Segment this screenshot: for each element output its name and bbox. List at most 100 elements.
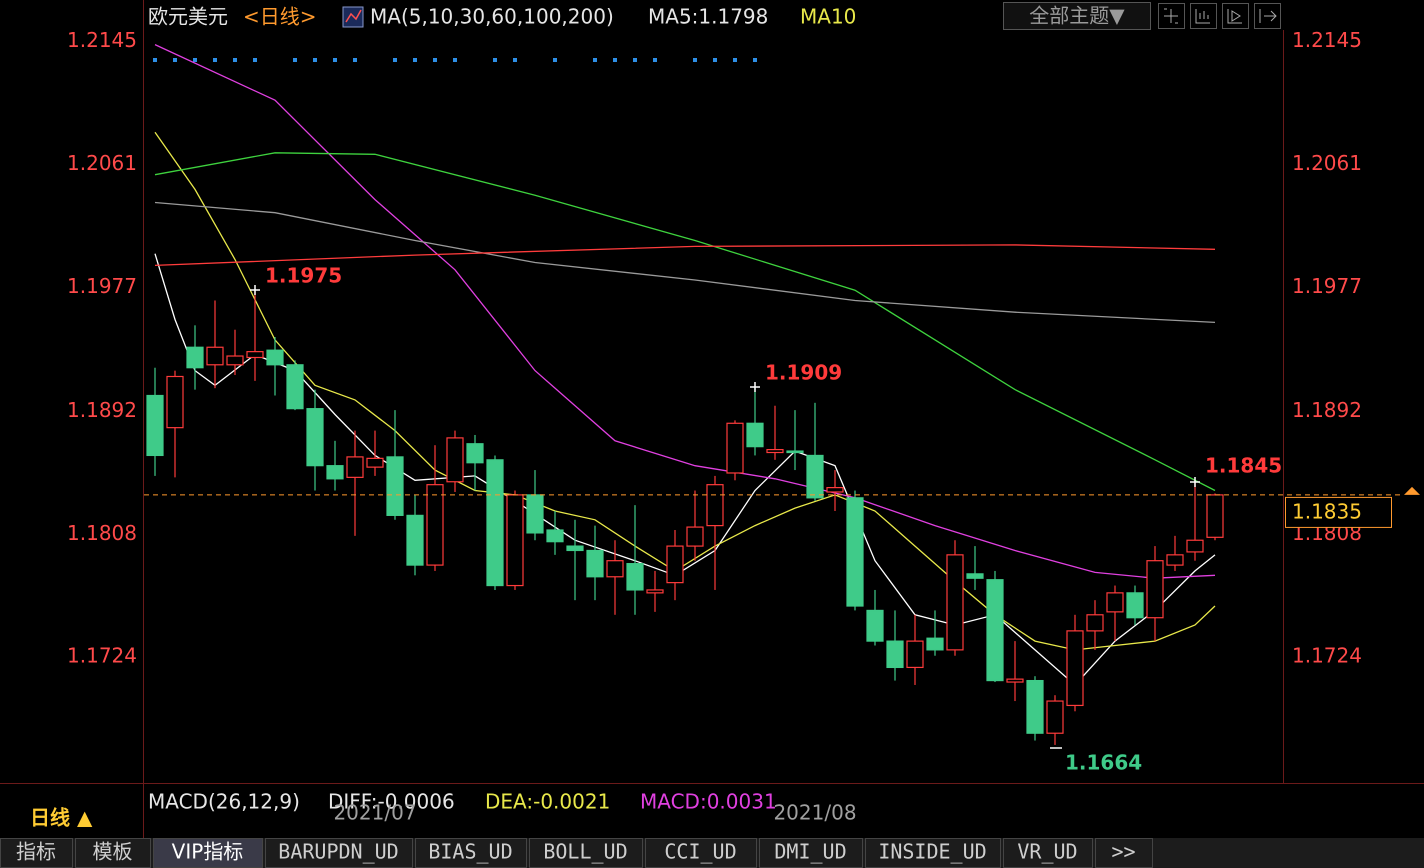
candle-body <box>566 545 584 552</box>
candle-body <box>1006 678 1024 683</box>
x-tick-label: 2021/08 <box>773 801 856 825</box>
candle-body <box>1126 592 1144 619</box>
ma-line <box>154 201 1216 324</box>
tab-label[interactable]: BOLL_UD <box>543 840 627 864</box>
y-tick-label: 1.1977 <box>67 274 137 298</box>
candle-body <box>806 454 824 499</box>
candle-body <box>586 549 604 578</box>
candle-body <box>866 609 884 642</box>
candle-body <box>1066 630 1084 707</box>
current-price-arrow <box>1404 486 1420 495</box>
candle-body <box>766 448 784 454</box>
candle-body <box>826 487 844 493</box>
ma-readout: MA10 <box>800 5 856 29</box>
tab[interactable] <box>265 838 413 868</box>
y-tick-label: 1.1808 <box>67 521 137 545</box>
y2-tick-label: 1.2061 <box>1292 151 1362 175</box>
candle-body <box>506 494 524 587</box>
candle-body <box>466 443 484 464</box>
candle-body <box>286 364 304 410</box>
candle-body <box>526 494 544 534</box>
candle-body <box>386 456 404 516</box>
candle-body <box>486 459 504 587</box>
candle-body <box>1026 679 1044 734</box>
ma-line <box>154 152 1216 492</box>
candle-body <box>926 637 944 651</box>
x-tick-label: 2021/07 <box>333 801 416 825</box>
candle-body <box>646 589 664 594</box>
candle-body <box>946 554 964 651</box>
tab[interactable] <box>1003 838 1093 868</box>
macd-title: MACD(26,12,9) <box>148 790 300 814</box>
y-tick-label: 1.2145 <box>67 28 137 52</box>
candle-body <box>606 560 624 578</box>
tab-label[interactable]: >> <box>1111 840 1135 864</box>
candle-body <box>1206 494 1224 538</box>
tab[interactable] <box>75 838 151 868</box>
candle-body <box>986 579 1004 682</box>
plot-area <box>146 44 1224 745</box>
candle-body <box>206 346 224 366</box>
candle-body <box>1106 592 1124 613</box>
tab[interactable] <box>1095 838 1153 868</box>
candle-body <box>886 640 904 669</box>
candle-body <box>406 514 424 566</box>
chart-title: 欧元美元 <box>148 5 228 29</box>
candle-body <box>746 422 764 448</box>
ma-readout: MA5:1.1798 <box>648 5 768 29</box>
candle-body <box>166 375 184 429</box>
annotation: 1.1664 <box>1065 751 1142 775</box>
candle-body <box>846 497 864 607</box>
candle-body <box>726 422 744 474</box>
tab-label[interactable]: INSIDE_UD <box>878 840 986 864</box>
tab-label[interactable]: VIP指标 <box>172 840 244 864</box>
tab-label[interactable]: BARUPDN_UD <box>278 840 398 864</box>
tab[interactable] <box>645 838 757 868</box>
tab-label[interactable]: VR_UD <box>1017 840 1077 864</box>
candle-body <box>1146 560 1164 619</box>
candle-body <box>186 346 204 369</box>
tab[interactable] <box>759 838 863 868</box>
y-tick-label: 1.2061 <box>67 151 137 175</box>
candle-body <box>966 573 984 579</box>
candle-body <box>666 545 684 584</box>
tab-label[interactable]: DMI_UD <box>774 840 846 864</box>
theme-button[interactable]: 全部主题▼ <box>1003 2 1151 30</box>
candle-body <box>246 351 264 359</box>
period[interactable]: <日线> <box>243 5 317 29</box>
tab[interactable] <box>415 838 527 868</box>
candle-body <box>226 355 244 366</box>
candle-body <box>686 526 704 547</box>
y2-tick-label: 1.1724 <box>1292 644 1362 668</box>
candle-body <box>1166 554 1184 566</box>
extreme-markers <box>250 285 1200 749</box>
y-tick-label: 1.1892 <box>67 398 137 422</box>
tab-label[interactable]: BIAS_UD <box>428 840 512 864</box>
candle-body <box>326 465 344 480</box>
theme-button-label[interactable]: 全部主题▼ <box>1029 4 1125 28</box>
candle-body <box>426 484 444 566</box>
y2-tick-label: 1.2145 <box>1292 28 1362 52</box>
tab[interactable] <box>0 838 73 868</box>
ma-icon <box>342 6 364 28</box>
candle-body <box>306 408 324 467</box>
tab-label[interactable]: 指标 <box>16 840 56 864</box>
candle-body <box>1086 614 1104 632</box>
current-price-box <box>1285 496 1392 528</box>
y2-tick-label: 1.1977 <box>1292 274 1362 298</box>
tab-label[interactable]: CCI_UD <box>664 840 736 864</box>
annotation: 1.1845 <box>1205 454 1282 478</box>
candle-body <box>146 394 164 457</box>
y-tick-label: 1.1724 <box>67 644 137 668</box>
tab-label[interactable]: 模板 <box>93 840 133 864</box>
candle-body <box>546 529 564 543</box>
tab[interactable] <box>865 838 1001 868</box>
toolbar-icons[interactable] <box>1158 3 1281 29</box>
annotation: 1.1975 <box>265 264 342 288</box>
candle-body <box>906 640 924 669</box>
candle-body <box>446 437 464 483</box>
tab[interactable] <box>529 838 643 868</box>
period-badge[interactable]: 日线 ▲ <box>30 806 93 830</box>
